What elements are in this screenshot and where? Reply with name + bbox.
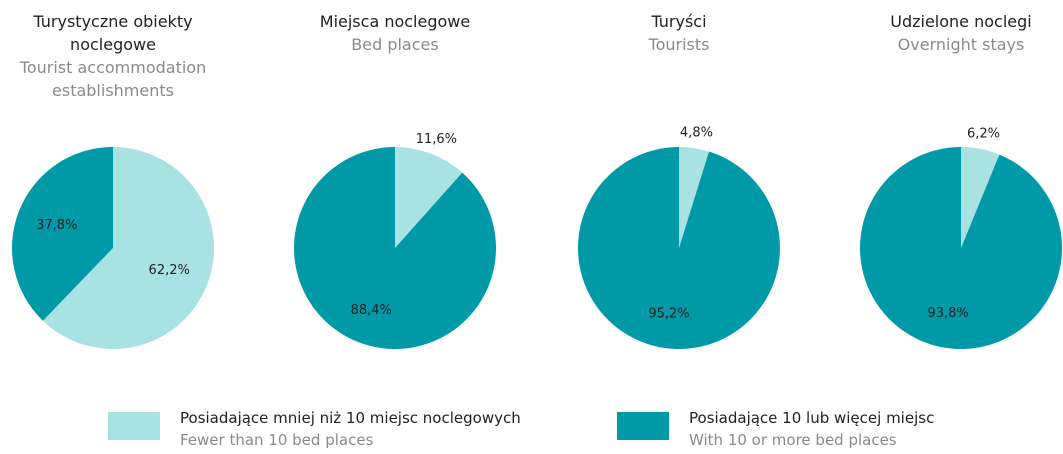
chart-title-block: Turystyczne obiekty noclegowe Tourist acc…: [0, 10, 233, 102]
data-label: 88,4%: [351, 303, 392, 318]
pie-slice: [859, 147, 1062, 349]
chart-title: Miejsca noclegowe: [319, 12, 471, 31]
chart-title-block: Turyści Tourists: [559, 10, 799, 56]
chart-subtitle: Tourist accommodation establishments: [19, 58, 207, 100]
legend-sublabel: Fewer than 10 bed places: [180, 431, 374, 449]
chart-subtitle: Tourists: [648, 35, 710, 54]
pie-slice: [961, 147, 1000, 248]
chart-title-block: Udzielone noclegi Overnight stays: [841, 10, 1063, 56]
pie-slice: [42, 147, 215, 349]
data-label: 4,8%: [680, 126, 713, 141]
pie-slice: [578, 147, 780, 349]
chart-title-block: Miejsca noclegowe Bed places: [275, 10, 515, 56]
chart-subtitle: Overnight stays: [897, 35, 1025, 54]
legend-swatch: [617, 412, 669, 440]
data-label: 62,2%: [149, 263, 190, 278]
data-label: 95,2%: [648, 306, 689, 321]
legend-label: Posiadające 10 lub więcej miejsc: [689, 409, 935, 427]
data-label: 6,2%: [967, 127, 1000, 142]
legend-entry: Posiadające mniej niż 10 miejsc noclegow…: [180, 407, 521, 451]
data-label: 93,8%: [927, 306, 968, 321]
pie-slice: [293, 147, 496, 349]
legend-swatch: [108, 412, 160, 440]
pie-slice: [395, 147, 463, 248]
chart-subtitle: Bed places: [351, 35, 439, 54]
data-label: 37,8%: [36, 218, 77, 233]
data-label: 11,6%: [416, 132, 457, 147]
pie-slice: [679, 147, 710, 248]
legend-sublabel: With 10 or more bed places: [689, 431, 897, 449]
chart-title: Udzielone noclegi: [890, 12, 1032, 31]
chart-title: Turyści: [651, 12, 707, 31]
pie-slice: [11, 147, 113, 321]
legend-label: Posiadające mniej niż 10 miejsc noclegow…: [180, 409, 521, 427]
chart-title: Turystyczne obiekty noclegowe: [33, 12, 193, 54]
legend-entry: Posiadające 10 lub więcej miejsc With 10 …: [689, 407, 934, 451]
